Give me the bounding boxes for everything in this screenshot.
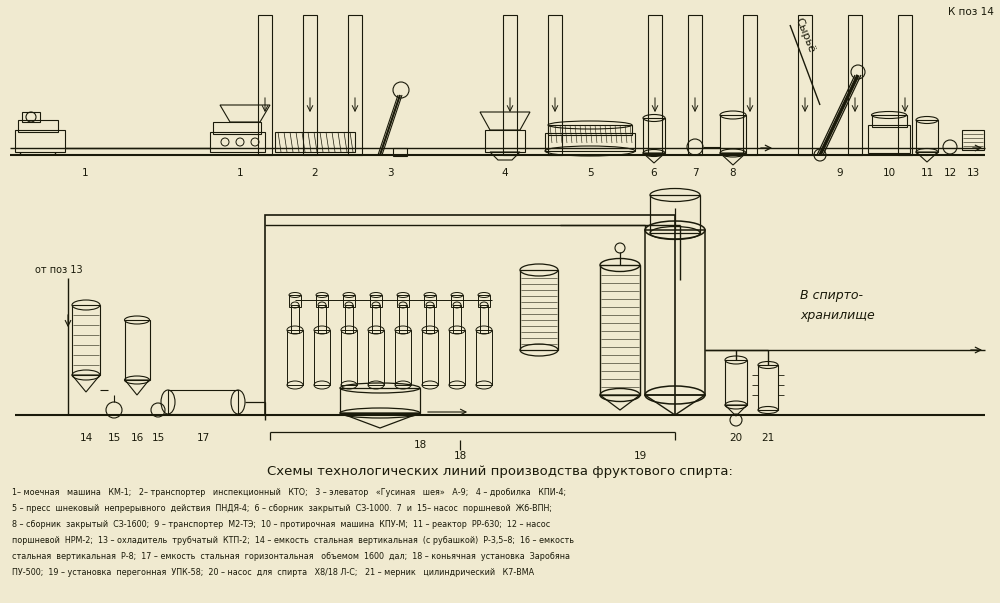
Bar [872, 115, 907, 127]
Bar [476, 330, 492, 385]
Bar [125, 320, 150, 380]
Bar [15, 130, 65, 152]
Bar [422, 330, 438, 385]
Text: 5: 5 [587, 168, 593, 178]
Text: поршневой  НРМ-2;  13 – охладитель  трубчатый  КТП-2;  14 – емкость  стальная  в: поршневой НРМ-2; 13 – охладитель трубчат… [12, 536, 574, 545]
Bar [503, 15, 517, 155]
Text: 6: 6 [651, 168, 657, 178]
Text: 10: 10 [882, 168, 896, 178]
Text: 15: 15 [151, 433, 165, 443]
Bar [341, 330, 357, 385]
Bar [798, 15, 812, 155]
Bar [645, 230, 705, 395]
Bar [916, 120, 938, 152]
Bar [314, 330, 330, 385]
Bar [22, 112, 40, 122]
Bar [743, 15, 757, 155]
Bar [650, 195, 700, 233]
Text: 18: 18 [413, 440, 427, 450]
Bar [962, 130, 984, 150]
Text: 19: 19 [633, 451, 647, 461]
Text: 8 – сборник  закрытый  СЗ-1600;  9 – транспортер  М2-ТЭ;  10 – протирочная  маши: 8 – сборник закрытый СЗ-1600; 9 – трансп… [12, 520, 550, 529]
Bar [18, 120, 58, 132]
Bar [291, 305, 299, 333]
Bar [287, 330, 303, 385]
Bar [478, 295, 490, 307]
Bar [289, 295, 301, 307]
Bar [348, 15, 362, 155]
Bar [480, 305, 488, 333]
Text: 20: 20 [729, 433, 743, 443]
Text: ПУ-500;  19 – установка  перегонная  УПК-58;  20 – насос  для  спирта   Х8/18 Л-: ПУ-500; 19 – установка перегонная УПК-58… [12, 568, 534, 577]
Text: Сырьё: Сырьё [793, 16, 816, 54]
Text: Схемы технологических линий производства фруктового спирта:: Схемы технологических линий производства… [267, 466, 733, 479]
Bar [898, 15, 912, 155]
Bar [720, 115, 746, 153]
Bar [758, 365, 778, 410]
Bar [868, 125, 910, 153]
Bar [345, 305, 353, 333]
Bar [688, 15, 702, 155]
Text: 13: 13 [966, 168, 980, 178]
Bar [449, 330, 465, 385]
Text: 14: 14 [79, 433, 93, 443]
Bar [426, 305, 434, 333]
Text: 4: 4 [502, 168, 508, 178]
Bar [343, 295, 355, 307]
Bar [340, 388, 420, 413]
Bar [548, 15, 562, 155]
Bar [520, 270, 558, 350]
Bar [318, 305, 326, 333]
Text: 12: 12 [943, 168, 957, 178]
Text: К поз 14: К поз 14 [948, 7, 994, 17]
Bar [453, 305, 461, 333]
Text: 16: 16 [130, 433, 144, 443]
Bar [397, 295, 409, 307]
Bar [370, 295, 382, 307]
Text: 7: 7 [692, 168, 698, 178]
Bar [368, 330, 384, 385]
Bar [213, 122, 261, 134]
Bar [393, 148, 407, 156]
Text: 2: 2 [312, 168, 318, 178]
Bar [485, 130, 525, 152]
Bar [210, 132, 265, 152]
Bar [725, 360, 747, 405]
Text: от поз 13: от поз 13 [35, 265, 83, 275]
Bar [643, 118, 665, 153]
Bar [258, 15, 272, 155]
Bar [72, 305, 100, 375]
Text: 1– моечная   машина   КМ-1;   2– транспортер   инспекционный   КТО;   3 – элеват: 1– моечная машина КМ-1; 2– транспортер и… [12, 488, 566, 497]
Text: 21: 21 [761, 433, 775, 443]
Bar [451, 295, 463, 307]
Bar [648, 15, 662, 155]
Bar [548, 125, 632, 135]
Bar [848, 15, 862, 155]
Text: 9: 9 [837, 168, 843, 178]
Text: стальная  вертикальная  Р-8;  17 – емкость  стальная  горизонтальная   объемом  : стальная вертикальная Р-8; 17 – емкость … [12, 552, 570, 561]
Text: 3: 3 [387, 168, 393, 178]
Text: В спирто-: В спирто- [800, 288, 863, 302]
Text: 18: 18 [453, 451, 467, 461]
Bar [372, 305, 380, 333]
Text: 11: 11 [920, 168, 934, 178]
Bar [424, 295, 436, 307]
Bar [275, 132, 355, 152]
Text: 15: 15 [107, 433, 121, 443]
Text: 17: 17 [196, 433, 210, 443]
Text: хранилище: хранилище [800, 309, 875, 321]
Bar [265, 215, 675, 415]
Bar [399, 305, 407, 333]
Bar [545, 133, 635, 151]
Bar [600, 265, 640, 395]
Bar [303, 15, 317, 155]
Text: 1: 1 [82, 168, 88, 178]
Text: 1: 1 [237, 168, 243, 178]
Text: 8: 8 [730, 168, 736, 178]
Bar [316, 295, 328, 307]
Bar [395, 330, 411, 385]
Text: 5 – пресс  шнековый  непрерывного  действия  ПНДЯ-4;  6 – сборник  закрытый  СЗ-: 5 – пресс шнековый непрерывного действия… [12, 504, 552, 513]
Bar [168, 390, 238, 414]
